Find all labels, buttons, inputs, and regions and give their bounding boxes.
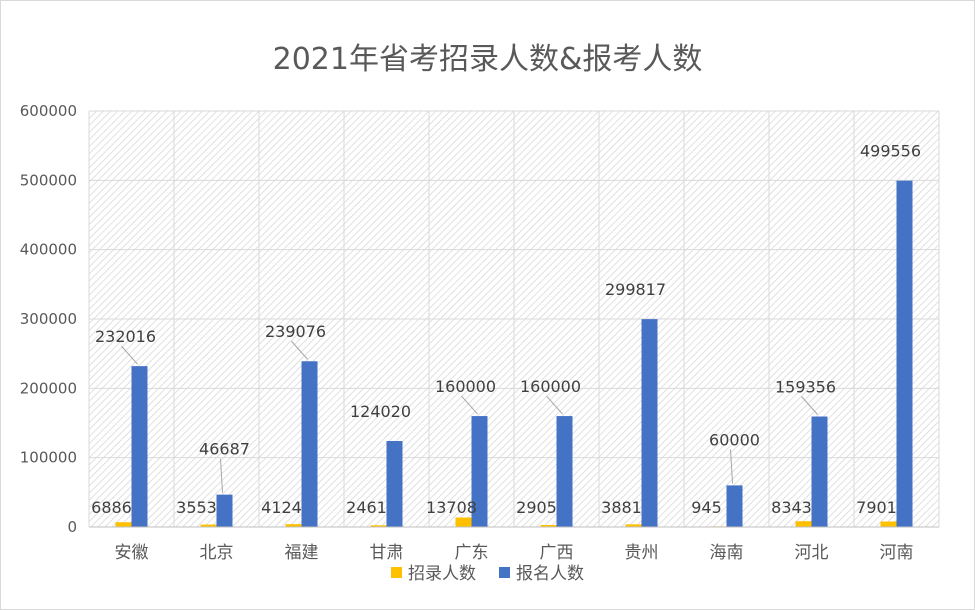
data-label-招录人数: 4124 [261, 498, 302, 517]
bar-招录人数 [200, 524, 217, 527]
data-label-招录人数: 13708 [426, 498, 477, 517]
bar-报名人数 [556, 416, 573, 527]
data-label-报名人数: 60000 [709, 430, 760, 449]
bar-报名人数 [811, 416, 828, 527]
data-label-报名人数: 160000 [520, 377, 581, 396]
data-label-招录人数: 7901 [856, 498, 897, 517]
legend-label: 招录人数 [408, 564, 476, 584]
bar-招录人数 [115, 522, 132, 527]
y-tick-label: 100000 [20, 449, 77, 467]
bar-报名人数 [726, 485, 743, 527]
bar-报名人数 [301, 361, 318, 527]
leader-line [220, 458, 223, 493]
y-tick-label: 500000 [20, 171, 77, 189]
data-label-报名人数: 160000 [435, 377, 496, 396]
bar-报名人数 [386, 441, 403, 527]
x-tick-label: 海南 [710, 543, 744, 563]
data-label-报名人数: 124020 [350, 402, 411, 421]
bar-报名人数 [896, 180, 913, 527]
bar-报名人数 [471, 416, 488, 527]
bar-招录人数 [455, 517, 472, 527]
bar-报名人数 [216, 494, 233, 527]
y-tick-label: 0 [67, 518, 77, 536]
data-label-报名人数: 46687 [199, 440, 250, 459]
y-tick-label: 200000 [20, 379, 77, 397]
leader-line [291, 340, 308, 360]
x-tick-label: 安徽 [115, 543, 149, 563]
data-label-报名人数: 159356 [775, 378, 836, 397]
bar-招录人数 [540, 524, 557, 527]
bar-报名人数 [131, 366, 148, 527]
x-tick-label: 广东 [455, 543, 489, 563]
bar-报名人数 [641, 319, 658, 527]
x-tick-label: 福建 [285, 543, 319, 563]
data-label-招录人数: 6886 [91, 498, 132, 517]
y-tick-label: 600000 [20, 102, 77, 120]
data-label-招录人数: 2905 [516, 498, 557, 517]
legend-swatch [499, 567, 510, 578]
data-label-招录人数: 2461 [346, 498, 387, 517]
leader-line [730, 449, 733, 484]
leader-line [461, 395, 478, 415]
leader-line [546, 395, 563, 415]
chart-title: 2021年省考招录人数&报考人数 [272, 42, 703, 77]
data-label-报名人数: 232016 [95, 327, 156, 346]
legend-label: 报名人数 [516, 564, 584, 584]
data-label-招录人数: 945 [691, 498, 722, 517]
data-label-报名人数: 239076 [265, 322, 326, 341]
y-tick-label: 300000 [20, 310, 77, 328]
x-tick-label: 北京 [200, 543, 234, 563]
bar-招录人数 [625, 524, 642, 527]
x-tick-label: 广西 [540, 543, 574, 563]
bar-招录人数 [370, 525, 387, 527]
data-label-招录人数: 3881 [601, 498, 642, 517]
data-label-招录人数: 8343 [771, 498, 812, 517]
leader-line [121, 345, 138, 365]
data-label-招录人数: 3553 [176, 498, 217, 517]
data-label-报名人数: 299817 [605, 280, 666, 299]
x-tick-label: 河北 [795, 543, 829, 563]
x-tick-label: 甘肃 [370, 543, 404, 563]
leader-line [801, 396, 818, 415]
bar-招录人数 [285, 524, 302, 527]
bar-招录人数 [880, 521, 897, 527]
data-label-报名人数: 499556 [860, 142, 921, 161]
y-tick-label: 400000 [20, 241, 77, 259]
x-tick-label: 河南 [880, 543, 914, 563]
x-tick-label: 贵州 [625, 543, 659, 563]
legend-swatch [391, 567, 402, 578]
bar-招录人数 [795, 521, 812, 527]
